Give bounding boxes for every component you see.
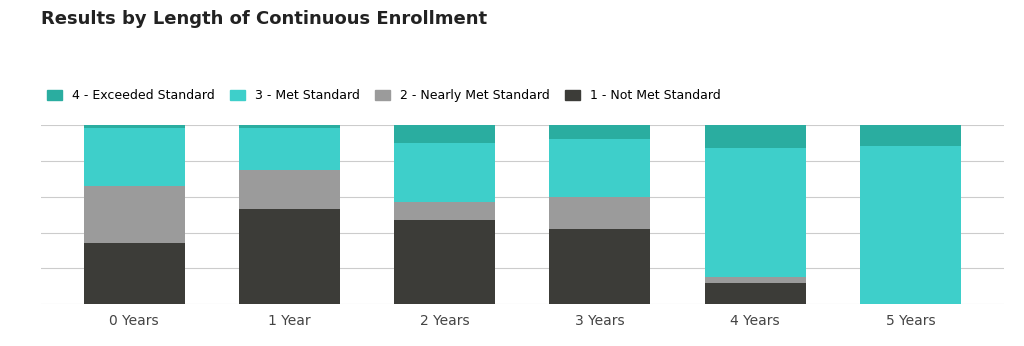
Bar [239,209,340,304]
Bar [860,146,961,304]
Bar [550,229,650,304]
Bar [84,128,184,186]
Bar [239,170,340,209]
Bar [550,125,650,139]
Bar [394,202,495,220]
Bar [394,143,495,202]
Bar [705,277,806,283]
Bar [239,125,340,128]
Bar [550,197,650,229]
Legend: 4 - Exceeded Standard, 3 - Met Standard, 2 - Nearly Met Standard, 1 - Not Met St: 4 - Exceeded Standard, 3 - Met Standard,… [47,89,720,102]
Bar [705,148,806,277]
Bar [84,125,184,128]
Bar [550,139,650,197]
Bar [84,186,184,243]
Bar [394,125,495,143]
Text: Results by Length of Continuous Enrollment: Results by Length of Continuous Enrollme… [41,10,487,28]
Bar [239,128,340,170]
Bar [84,243,184,304]
Bar [394,220,495,304]
Bar [705,125,806,148]
Bar [705,283,806,304]
Bar [860,125,961,146]
